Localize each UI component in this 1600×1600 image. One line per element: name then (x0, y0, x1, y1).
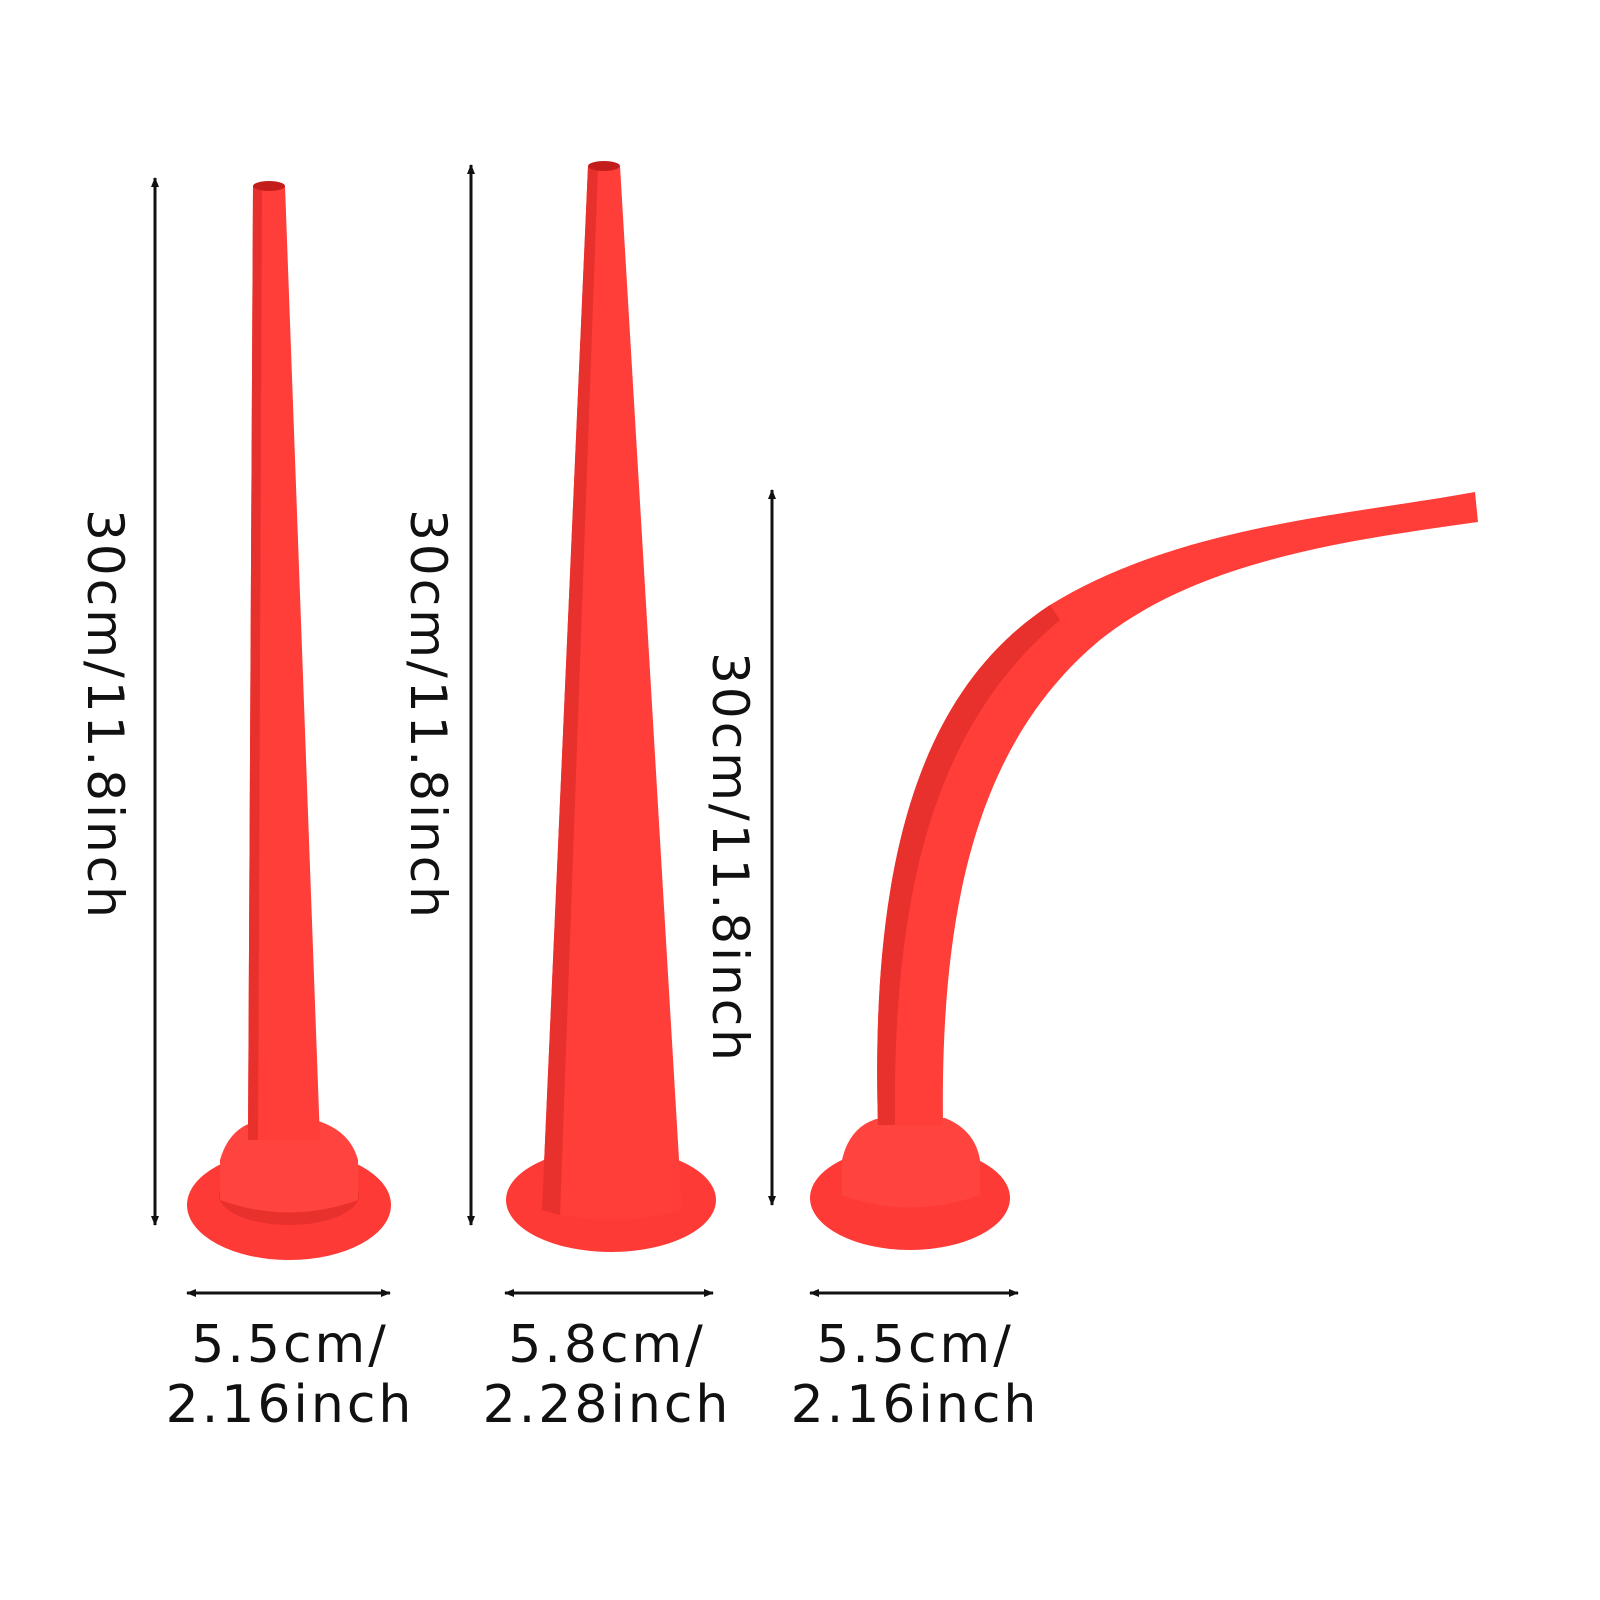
width-label-2-cm: 5.8cm/ (508, 1315, 706, 1375)
dimension-arrows (151, 164, 1019, 1297)
width-label-3-inch: 2.16inch (790, 1375, 1040, 1435)
width-label-3: 5.5cm/ 2.16inch (791, 1315, 1040, 1435)
width-label-2-inch: 2.28inch (482, 1375, 732, 1435)
height-label-3: 30cm/11.8inch (701, 652, 759, 1064)
width-label-1-cm: 5.5cm/ (191, 1315, 389, 1375)
height-label-2: 30cm/11.8inch (399, 509, 457, 921)
nozzle-straight-slim (187, 181, 391, 1260)
nozzle-curved (810, 492, 1478, 1250)
width-label-1: 5.5cm/ 2.16inch (166, 1315, 415, 1435)
width-label-1-inch: 2.16inch (165, 1375, 415, 1435)
height-label-1: 30cm/11.8inch (76, 509, 134, 921)
width-label-3-cm: 5.5cm/ (816, 1315, 1014, 1375)
nozzle-straight-wide (506, 161, 716, 1252)
width-label-2: 5.8cm/ 2.28inch (483, 1315, 732, 1435)
